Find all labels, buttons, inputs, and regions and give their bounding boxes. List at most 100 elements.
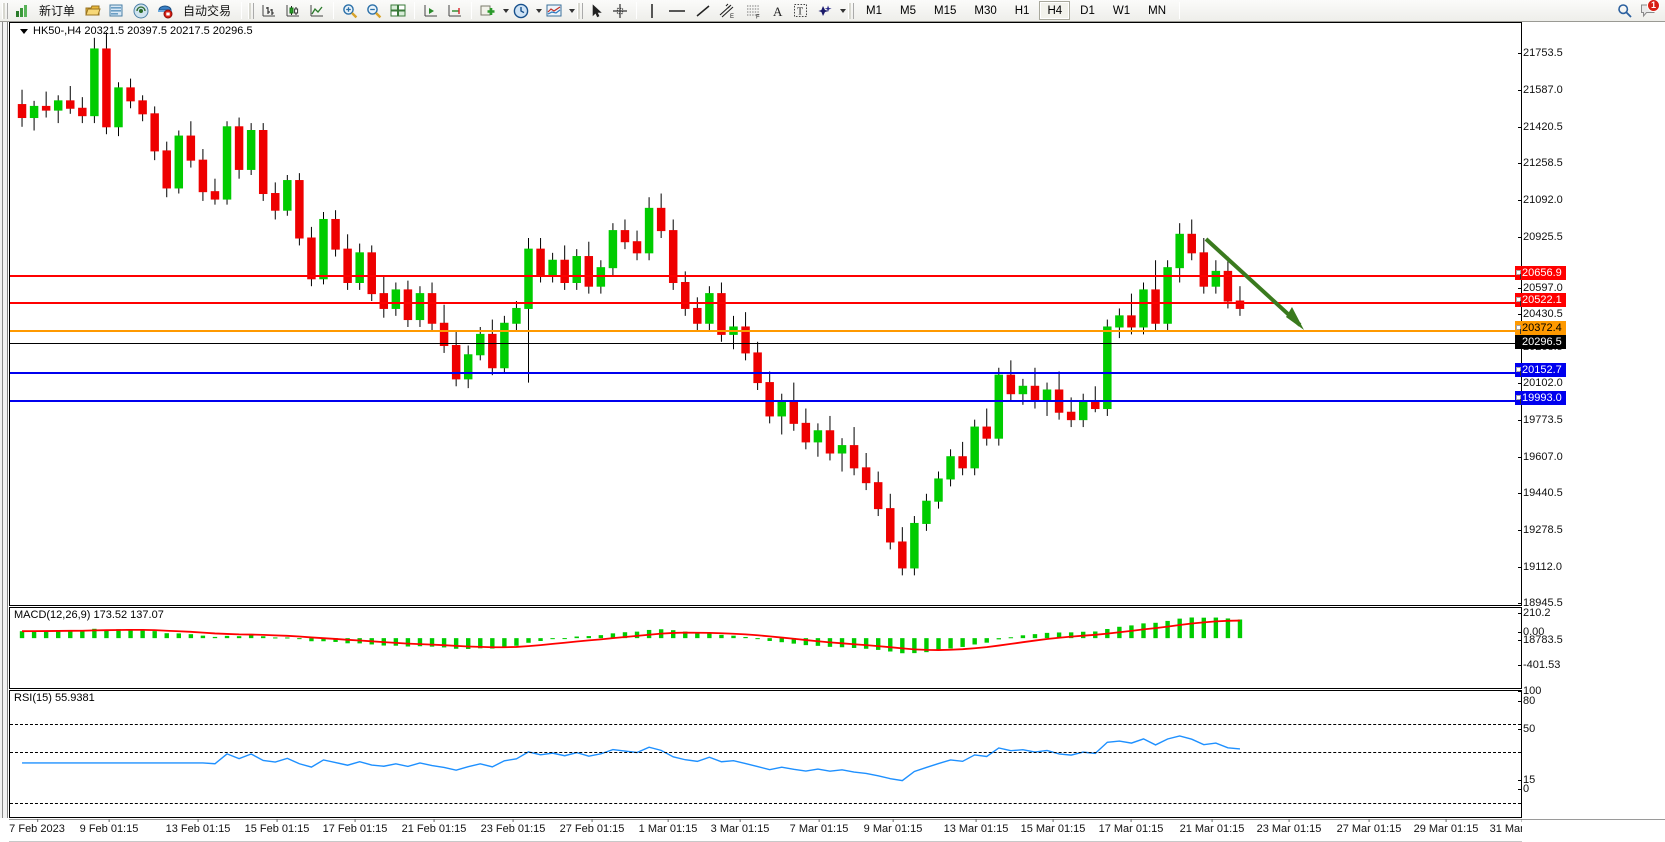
add-indicator-icon[interactable]: [477, 1, 499, 21]
rsi-tick: 80: [1517, 695, 1536, 707]
timeframe-w1[interactable]: W1: [1112, 4, 1131, 17]
resistance-level-2[interactable]: 20522.1: [1515, 293, 1566, 307]
level-knob[interactable]: [1516, 270, 1521, 275]
timeframe-m5[interactable]: M5: [900, 4, 916, 17]
time-tick: 9 Feb 01:15: [79, 819, 139, 835]
toolbar-separator-2: [333, 2, 335, 19]
level-value: 20522.1: [1522, 294, 1562, 306]
chevron-down-icon-3[interactable]: [569, 8, 576, 13]
tile-windows-icon[interactable]: [387, 1, 409, 21]
level-line-20656[interactable]: [10, 274, 1521, 279]
price-tick: 19112.0: [1518, 561, 1562, 573]
price-pane[interactable]: HK50-,H4 20321.5 20397.5 20217.5 20296.5: [9, 22, 1522, 606]
autotrading-button[interactable]: 自动交易: [183, 4, 232, 18]
svg-text:E: E: [730, 14, 734, 19]
level-value: 20296.5: [1522, 336, 1562, 348]
crosshair-icon[interactable]: [609, 1, 631, 21]
timeframe-m30[interactable]: M30: [974, 4, 997, 17]
rsi-level-80: [10, 724, 1521, 725]
rsi-tick: 15: [1517, 774, 1536, 786]
time-tick: 23 Mar 01:15: [1256, 819, 1322, 835]
horizontal-line-icon[interactable]: [664, 1, 690, 21]
data-window-icon[interactable]: [106, 1, 128, 21]
level-knob[interactable]: [1516, 297, 1521, 302]
toolbar-grip-4[interactable]: [848, 2, 855, 19]
level-handle[interactable]: [1520, 371, 1521, 376]
timeframe-d1[interactable]: D1: [1080, 4, 1095, 17]
shapes-icon[interactable]: [814, 1, 836, 21]
new-order-button[interactable]: 新订单: [39, 4, 76, 18]
timeframe-m15[interactable]: M15: [934, 4, 957, 17]
toolbar-separator-6: [1179, 2, 1180, 19]
equidistant-channel-icon[interactable]: E: [716, 1, 740, 21]
expert-advisor-icon[interactable]: [154, 1, 176, 21]
pivot-level[interactable]: 20372.4: [1515, 321, 1566, 335]
level-handle[interactable]: [1520, 301, 1521, 306]
toolbar-grip[interactable]: [2, 2, 8, 19]
level-line-20372[interactable]: [10, 329, 1521, 334]
new-order-icon[interactable]: [12, 1, 32, 21]
rsi-pane[interactable]: RSI(15) 55.9381: [9, 690, 1522, 818]
trendline-icon[interactable]: [692, 1, 714, 21]
fibonacci-icon[interactable]: F: [742, 1, 766, 21]
chevron-down-icon[interactable]: [503, 8, 510, 13]
candlestick-icon[interactable]: [282, 1, 304, 21]
price-axis[interactable]: 21753.5 21587.0 21420.5 21258.5 21092.0 20925…: [1515, 22, 1665, 818]
price-tick: 19440.5: [1518, 487, 1563, 499]
chart-shift-icon[interactable]: [444, 1, 466, 21]
toolbar-grip-3[interactable]: [577, 2, 584, 19]
resistance-level-1[interactable]: 20656.9: [1515, 266, 1566, 280]
main-toolbar: 新订单 自动交易: [0, 0, 1665, 22]
chart-symbol-ohlc: HK50-,H4 20321.5 20397.5 20217.5 20296.5: [33, 25, 253, 37]
folder-icon[interactable]: [82, 1, 104, 21]
templates-icon[interactable]: [543, 1, 565, 21]
auto-scroll-icon[interactable]: [420, 1, 442, 21]
level-handle[interactable]: [1520, 399, 1521, 404]
rsi-label: RSI(15) 55.9381: [14, 692, 95, 704]
chevron-down-icon-2[interactable]: [536, 8, 543, 13]
toolbar-grip-2[interactable]: [248, 2, 255, 19]
bar-chart-icon[interactable]: [258, 1, 280, 21]
support-level-2[interactable]: 19993.0: [1515, 391, 1566, 405]
candlestick-series: [17, 32, 1245, 576]
level-value: 20656.9: [1522, 267, 1562, 279]
level-line-20522[interactable]: [10, 301, 1521, 306]
support-level-1[interactable]: 20152.7: [1515, 363, 1566, 377]
chart-workspace[interactable]: HK50-,H4 20321.5 20397.5 20217.5 20296.5…: [0, 22, 1665, 842]
chevron-down-icon-4[interactable]: [840, 8, 847, 13]
macd-series: [19, 617, 1243, 654]
zoom-in-icon[interactable]: [339, 1, 361, 21]
search-icon[interactable]: [1614, 1, 1636, 21]
level-knob[interactable]: [1516, 395, 1521, 400]
broadcast-icon[interactable]: [130, 1, 152, 21]
notification-icon[interactable]: 1: [1637, 0, 1660, 20]
level-handle[interactable]: [1520, 329, 1521, 334]
price-tick: 20102.0: [1518, 377, 1563, 389]
level-line-20296[interactable]: [10, 343, 1521, 344]
price-tick: 20430.5: [1518, 308, 1563, 320]
cursor-icon[interactable]: [587, 1, 607, 21]
level-knob[interactable]: [1516, 325, 1521, 330]
time-axis[interactable]: 7 Feb 2023 9 Feb 01:15 13 Feb 01:15 15 Feb …: [9, 819, 1622, 842]
timeframe-h1[interactable]: H1: [1014, 4, 1030, 17]
timeframe-mn[interactable]: MN: [1148, 4, 1166, 17]
period-clock-icon[interactable]: [510, 1, 532, 21]
vertical-line-icon[interactable]: [642, 1, 662, 21]
text-label-icon[interactable]: T: [790, 1, 812, 21]
price-tick: 20925.5: [1518, 231, 1563, 243]
level-line-20152[interactable]: [10, 371, 1521, 376]
toolbar-separator-3: [414, 2, 416, 19]
macd-pane[interactable]: MACD(12,26,9) 173.52 137.07: [9, 607, 1522, 689]
level-handle[interactable]: [1520, 274, 1521, 279]
level-knob[interactable]: [1516, 367, 1521, 372]
line-chart-icon[interactable]: [306, 1, 328, 21]
level-line-19993[interactable]: [10, 399, 1521, 404]
chart-menu-caret-icon[interactable]: [20, 28, 28, 34]
macd-tick: 0.00: [1517, 626, 1545, 638]
zoom-out-icon[interactable]: [363, 1, 385, 21]
timeframe-h4[interactable]: H4: [1039, 1, 1071, 20]
timeframe-m1[interactable]: M1: [866, 4, 883, 17]
text-icon[interactable]: A: [768, 1, 788, 21]
current-price-label[interactable]: 20296.5: [1515, 335, 1566, 349]
svg-text:F: F: [756, 14, 760, 19]
